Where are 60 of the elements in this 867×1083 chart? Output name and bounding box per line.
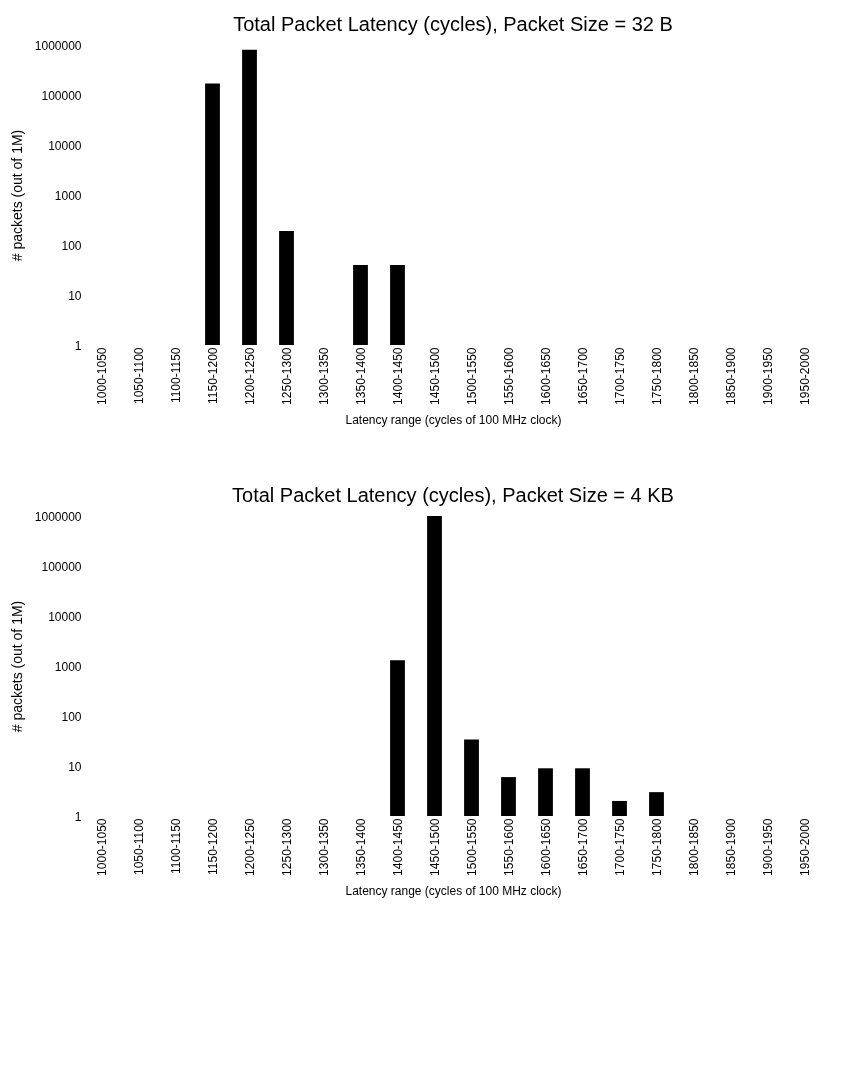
x-tick-label: 1050-1100 — [131, 347, 146, 404]
x-tick-label: 1000-1050 — [94, 347, 109, 405]
chart-title: Total Packet Latency (cycles), Packet Size = 4 KB — [232, 484, 674, 506]
x-tick-label: 1550-1600 — [501, 818, 516, 876]
x-tick-label: 1200-1250 — [242, 818, 257, 876]
x-axis-title: Latency range (cycles of 100 MHz clock) — [345, 883, 562, 898]
x-tick-label: 1250-1300 — [279, 818, 294, 876]
x-tick-label: 1700-1750 — [612, 347, 627, 405]
y-tick-label: 10 — [68, 759, 82, 774]
x-tick-label: 1950-2000 — [797, 347, 812, 405]
x-tick-label: 1300-1350 — [316, 818, 331, 876]
x-tick-label: 1100-1150 — [168, 818, 183, 875]
x-tick-label: 1100-1150 — [168, 347, 183, 404]
y-tick-label: 100 — [61, 709, 82, 724]
x-tick-label: 1850-1900 — [723, 347, 738, 405]
x-tick-label: 1900-1950 — [760, 818, 775, 876]
x-tick-label: 1800-1850 — [686, 347, 701, 405]
x-tick-label: 1550-1600 — [501, 347, 516, 405]
x-tick-label: 1350-1400 — [353, 818, 368, 876]
x-tick-label: 1750-1800 — [649, 347, 664, 405]
x-tick-label: 1450-1500 — [427, 818, 442, 876]
y-tick-label: 1000 — [54, 659, 82, 674]
x-tick-label: 1400-1450 — [390, 818, 405, 876]
y-tick-label: 100000 — [41, 88, 82, 103]
x-tick-label: 1250-1300 — [279, 347, 294, 405]
x-tick-label: 1500-1550 — [464, 347, 479, 405]
chart-title: Total Packet Latency (cycles), Packet Size = 32 B — [233, 13, 673, 35]
y-tick-label: 1 — [74, 809, 82, 824]
y-tick-label: 1000000 — [34, 38, 82, 53]
y-tick-label: 1 — [74, 338, 82, 353]
x-tick-label: 1300-1350 — [316, 347, 331, 405]
x-tick-label: 1950-2000 — [797, 818, 812, 876]
x-tick-label: 1150-1200 — [205, 818, 220, 875]
x-axis-title: Latency range (cycles of 100 MHz clock) — [345, 412, 562, 427]
y-axis-title: # packets (out of 1M) — [8, 129, 25, 262]
x-tick-label: 1900-1950 — [760, 347, 775, 405]
x-tick-label: 1400-1450 — [390, 347, 405, 405]
x-tick-label: 1650-1700 — [575, 818, 590, 876]
y-tick-label: 100 — [61, 238, 82, 253]
y-tick-label: 10 — [68, 288, 82, 303]
x-tick-label: 1650-1700 — [575, 347, 590, 405]
x-tick-label: 1600-1650 — [538, 818, 553, 876]
x-tick-label: 1350-1400 — [353, 347, 368, 405]
x-tick-label: 1850-1900 — [723, 818, 738, 876]
y-tick-label: 10000 — [48, 609, 82, 624]
x-tick-label: 1750-1800 — [649, 818, 664, 876]
x-tick-label: 1000-1050 — [94, 818, 109, 876]
x-tick-label: 1050-1100 — [131, 818, 146, 875]
x-tick-label: 1450-1500 — [427, 347, 442, 405]
x-tick-label: 1150-1200 — [205, 347, 220, 404]
y-tick-label: 10000 — [48, 138, 82, 153]
y-tick-label: 1000000 — [34, 509, 82, 524]
x-tick-label: 1200-1250 — [242, 347, 257, 405]
y-tick-label: 100000 — [41, 559, 82, 574]
x-tick-label: 1700-1750 — [612, 818, 627, 876]
y-tick-label: 1000 — [54, 188, 82, 203]
x-tick-label: 1800-1850 — [686, 818, 701, 876]
x-tick-label: 1600-1650 — [538, 347, 553, 405]
y-axis-title: # packets (out of 1M) — [8, 600, 25, 733]
x-tick-label: 1500-1550 — [464, 818, 479, 876]
